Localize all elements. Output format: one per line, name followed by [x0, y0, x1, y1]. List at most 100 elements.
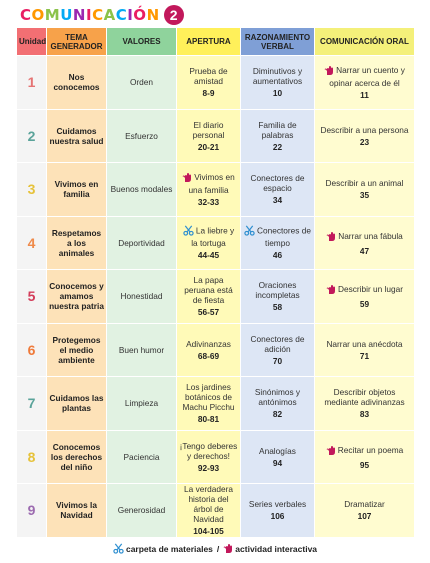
header-razonamiento: RAZONAMIENTO VERBAL [240, 27, 315, 56]
table-row: 2 Cuidamos nuestra salud Esfuerzo El diario… [16, 108, 415, 163]
comunicacion-cell-text: Dramatizar [344, 499, 385, 510]
apertura-cell-text: Adivinanzas [186, 338, 231, 349]
scissors-icon [244, 225, 255, 238]
apertura-cell-text: ¡Tengo deberes y derechos! [179, 440, 238, 461]
apertura-cell-pages: 56-57 [197, 307, 220, 318]
comunicacion-cell-text: Describir objetos mediante adivinanzas [324, 387, 405, 408]
razonamiento-cell: Diminutivos y aumentativos 10 [240, 55, 315, 110]
tema-cell: Cuidamos las plantas [46, 376, 107, 431]
comunicacion-cell-text: Describir a un animal [325, 178, 404, 189]
razonamiento-cell-pages: 10 [272, 88, 283, 99]
legend: carpeta de materiales / actividad intera… [0, 541, 430, 557]
razonamiento-cell-text: Analogías [259, 445, 296, 456]
tema-cell: Vivimos en familia [46, 162, 107, 217]
apertura-cell: El diario personal 20-21 [176, 108, 241, 163]
comunicacion-cell-text: Narrar una anécdota [326, 338, 403, 349]
unit-cell: 8 [16, 429, 47, 484]
tema-cell: Conocemos los derechos del niño [46, 429, 107, 484]
tema-cell: Protegemos el medio ambiente [46, 322, 107, 377]
razonamiento-cell-text: Familia de palabras [258, 119, 297, 140]
table-row: 5 Conocemos y amamos nuestra patria Honest… [16, 269, 415, 324]
apertura-cell-pages: 20-21 [197, 141, 220, 152]
apertura-cell: Vivimos en una familia 32-33 [176, 162, 241, 217]
table-row: 7 Cuidamos las plantas Limpieza Los jardine… [16, 376, 415, 431]
valor-text: Generosidad [117, 505, 166, 516]
comunicacion-cell-pages: 47 [359, 245, 370, 256]
table-row: 3 Vivimos en familia Buenos modales Vivimos… [16, 162, 415, 217]
tema-text: Vivimos en familia [54, 179, 99, 200]
apertura-cell-text: El diario personal [192, 119, 225, 140]
razonamiento-cell: Sinónimos y antónimos 82 [240, 376, 315, 431]
tema-text: Vivimos la Navidad [56, 500, 97, 521]
razonamiento-cell-pages: 34 [272, 195, 283, 206]
title-letter: I [85, 6, 93, 24]
unit-cell: 7 [16, 376, 47, 431]
razonamiento-cell-text: Sinónimos y antónimos [254, 387, 301, 408]
valor-cell: Esfuerzo [106, 108, 177, 163]
header-apertura: APERTURA [176, 27, 241, 56]
hand-icon [326, 283, 336, 297]
legend-interactiva: actividad interactiva [235, 544, 318, 554]
apertura-cell-pages: 8-9 [202, 88, 215, 99]
hand-icon [324, 64, 334, 78]
comunicacion-cell: Narrar un cuento y opinar acerca de él 11 [314, 55, 415, 110]
razonamiento-cell-pages: 94 [272, 457, 283, 468]
apertura-cell: Los jardines botánicos de Machu Picchu 80… [176, 376, 241, 431]
legend-materiales: carpeta de materiales [125, 544, 213, 554]
apertura-cell-pages: 92-93 [197, 462, 220, 473]
razonamiento-cell: Conectores de tiempo 46 [240, 215, 315, 270]
title-letter: C [20, 6, 32, 24]
unit-cell: 3 [16, 162, 47, 217]
razonamiento-cell-pages: 58 [272, 302, 283, 313]
razonamiento-cell: Conectores de adición 70 [240, 322, 315, 377]
header-row: Unidad TEMA GENERADOR VALORES APERTURA R… [16, 27, 415, 56]
razonamiento-cell-pages: 70 [272, 355, 283, 366]
table-row: 9 Vivimos la Navidad Generosidad La verdade… [16, 483, 415, 538]
hand-icon [326, 230, 336, 244]
apertura-cell-text: Vivimos en una familia [188, 172, 235, 196]
title-letter: O [31, 6, 45, 24]
apertura-cell: Prueba de amistad 8-9 [176, 55, 241, 110]
comunicacion-cell: Describir un lugar 59 [314, 269, 415, 324]
contents-table: Unidad TEMA GENERADOR VALORES APERTURA R… [16, 27, 415, 538]
apertura-cell-pages: 104-105 [193, 526, 224, 537]
comunicacion-cell: Describir a una persona 23 [314, 108, 415, 163]
comunicacion-cell: Narrar una fábula 47 [314, 215, 415, 270]
valor-cell: Buenos modales [106, 162, 177, 217]
unit-number: 9 [27, 502, 36, 519]
tema-text: Conocemos y amamos nuestra patria [49, 281, 104, 312]
valor-cell: Deportividad [106, 215, 177, 270]
apertura-cell-text: La liebre y la tortuga [191, 225, 235, 249]
comunicacion-cell-pages: 95 [359, 459, 370, 470]
apertura-cell-pages: 32-33 [197, 197, 220, 208]
razonamiento-cell: Oraciones incompletas 58 [240, 269, 315, 324]
apertura-cell-pages: 44-45 [197, 250, 220, 261]
hand-icon [182, 171, 192, 185]
valor-text: Deportividad [118, 237, 165, 248]
comunicacion-cell-pages: 83 [359, 409, 370, 420]
header-unidad: Unidad [16, 27, 47, 56]
razonamiento-cell-text: Series verbales [248, 499, 307, 510]
legend-separator: / [216, 544, 220, 554]
tema-text: Cuidamos las plantas [49, 393, 104, 414]
unit-cell: 4 [16, 215, 47, 270]
razonamiento-cell-text: Conectores de adición [250, 333, 305, 354]
apertura-cell: Adivinanzas 68-69 [176, 322, 241, 377]
title-letter: N [72, 6, 86, 24]
unit-cell: 1 [16, 55, 47, 110]
razonamiento-cell-pages: 22 [272, 141, 283, 152]
comunicacion-cell: Dramatizar 107 [314, 483, 415, 538]
comunicacion-cell-text: Describir un lugar [337, 284, 404, 295]
razonamiento-cell: Familia de palabras 22 [240, 108, 315, 163]
comunicacion-cell: Describir a un animal 35 [314, 162, 415, 217]
comunicacion-cell: Describir objetos mediante adivinanzas 83 [314, 376, 415, 431]
apertura-cell-text: Los jardines botánicos de Machu Picchu [182, 382, 235, 413]
unit-cell: 6 [16, 322, 47, 377]
valor-text: Paciencia [123, 451, 160, 462]
unit-number: 3 [27, 181, 36, 198]
title-text: COMUNICACIÓN [20, 4, 160, 26]
header-valores: VALORES [106, 27, 177, 56]
tema-text: Respetamos a los animales [51, 227, 102, 258]
tema-cell: Vivimos la Navidad [46, 483, 107, 538]
valor-cell: Buen humor [106, 322, 177, 377]
